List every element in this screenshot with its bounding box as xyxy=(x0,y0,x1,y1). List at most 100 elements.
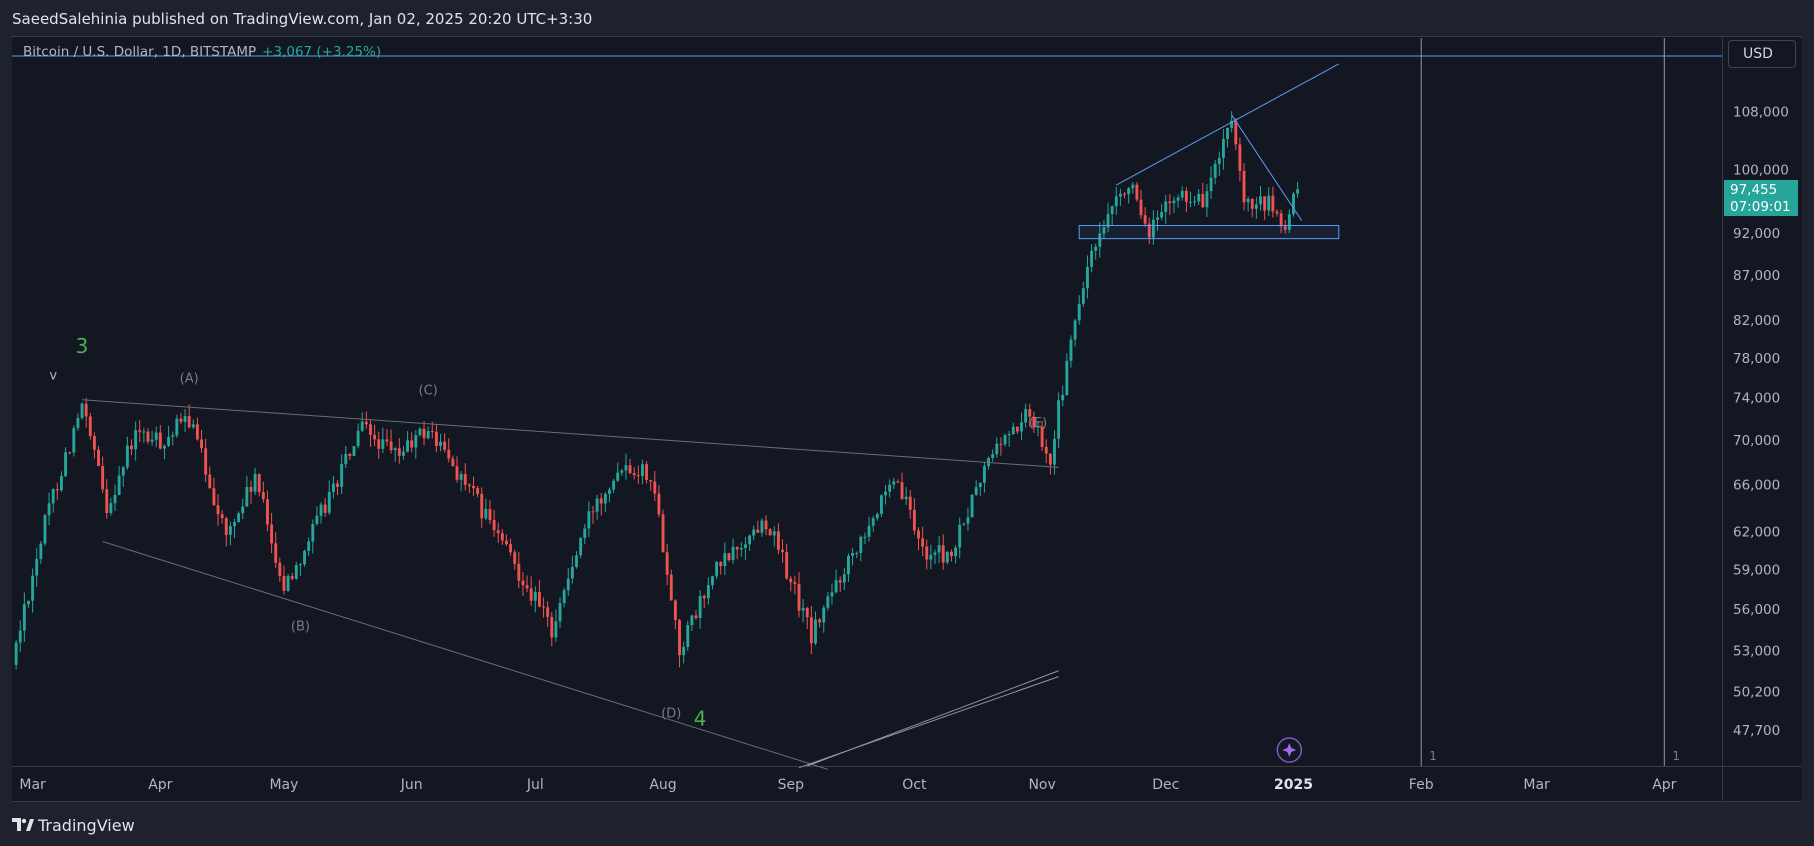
candle-body xyxy=(917,530,920,539)
candle-body xyxy=(278,562,282,577)
candle-body xyxy=(39,543,43,559)
candle-body xyxy=(171,435,175,437)
candle-body xyxy=(1156,217,1159,220)
candle-body xyxy=(595,498,599,512)
candle-body xyxy=(1296,189,1300,194)
candle-body xyxy=(1053,438,1056,465)
x-tick-label: Mar xyxy=(1523,777,1550,793)
candle-body xyxy=(1172,200,1176,204)
candle-body xyxy=(521,580,525,586)
candle-body xyxy=(550,616,554,638)
candle-body xyxy=(558,603,562,622)
candle-body xyxy=(912,509,916,531)
candle-body xyxy=(154,432,158,440)
candle-body xyxy=(851,553,855,556)
candle-body xyxy=(476,488,480,494)
candle-body xyxy=(1292,193,1295,215)
candle-body xyxy=(529,588,533,601)
candle-body xyxy=(579,538,583,556)
candle-body xyxy=(896,481,900,483)
y-tick-label: 92,000 xyxy=(1733,226,1780,242)
x-tick-label: Dec xyxy=(1152,777,1179,793)
time-scale xyxy=(12,766,1802,801)
candle-body xyxy=(892,481,896,485)
falling-trend-line xyxy=(1231,114,1303,221)
candle-body xyxy=(628,465,632,474)
candle-body xyxy=(888,484,892,492)
candle-body xyxy=(879,495,883,514)
candle-body xyxy=(863,536,867,538)
currency-button[interactable]: USD xyxy=(1728,40,1796,68)
wave-sublabel: (B) xyxy=(291,620,310,635)
candle-body xyxy=(748,535,752,545)
candle-body xyxy=(744,544,747,548)
candle-body xyxy=(645,464,648,480)
upper-triangle-line xyxy=(82,399,1059,468)
footer-brand[interactable]: TradingView xyxy=(12,812,135,838)
candle-body xyxy=(1028,409,1032,417)
candle-body xyxy=(331,483,335,492)
candle-body xyxy=(706,585,710,599)
symbol-legend: Bitcoin / U.S. Dollar, 1D, BITSTAMP +3,06… xyxy=(23,44,381,60)
candle-body xyxy=(830,592,834,597)
candle-body xyxy=(43,515,47,544)
candle-body xyxy=(97,449,100,467)
candle-body xyxy=(1143,215,1147,224)
candle-body xyxy=(657,493,661,515)
candle-body xyxy=(195,424,199,440)
tradingview-logo-icon xyxy=(12,818,34,831)
candle-body xyxy=(1164,201,1168,212)
candle-body xyxy=(364,421,368,425)
candle-body xyxy=(945,551,949,563)
candle-body xyxy=(369,424,372,435)
candle-body xyxy=(327,491,331,513)
candle-body xyxy=(1160,211,1164,218)
candle-body xyxy=(1238,144,1242,171)
candle-body xyxy=(480,493,484,519)
candle-body xyxy=(904,496,908,500)
candle-body xyxy=(1110,206,1114,215)
candle-body xyxy=(686,625,690,647)
candle-body xyxy=(496,530,500,534)
candle-body xyxy=(715,562,719,577)
candle-body xyxy=(562,590,566,604)
candle-body xyxy=(55,489,59,491)
vertical-line-marker: 1 xyxy=(1672,749,1680,763)
candle-body xyxy=(1032,416,1036,428)
candle-body xyxy=(537,591,541,607)
candle-body xyxy=(492,519,496,531)
wave-label: 4 xyxy=(694,706,707,730)
candle-body xyxy=(805,607,809,618)
candle-body xyxy=(921,538,925,547)
x-tick-label: Mar xyxy=(19,777,46,793)
plot-area xyxy=(12,38,1722,766)
x-tick-label: Apr xyxy=(148,777,172,793)
candle-body xyxy=(1003,435,1007,445)
candle-body xyxy=(88,416,92,437)
candle-body xyxy=(546,607,550,617)
candle-body xyxy=(249,487,253,492)
price-change: +3,067 (+3.25%) xyxy=(262,44,382,60)
candle-body xyxy=(1147,223,1151,238)
candle-body xyxy=(393,448,397,451)
candle-body xyxy=(847,555,850,575)
x-tick-label: Feb xyxy=(1409,777,1434,793)
candle-body xyxy=(871,518,875,526)
candle-body xyxy=(418,428,422,436)
candle-body xyxy=(1151,219,1155,238)
candle-body xyxy=(138,430,142,432)
candle-body xyxy=(406,440,410,452)
candle-body xyxy=(1131,184,1135,189)
last-price: 97,455 xyxy=(1730,182,1778,198)
candle-body xyxy=(793,582,797,584)
candle-body xyxy=(937,545,941,553)
candle-body xyxy=(1065,360,1069,395)
candle-body xyxy=(982,466,986,483)
candle-body xyxy=(1069,339,1073,361)
candle-body xyxy=(678,620,681,656)
candle-body xyxy=(1135,184,1139,200)
candle-body xyxy=(1094,246,1098,251)
last-price-tag: 97,455 07:09:01 xyxy=(1724,180,1798,216)
candle-body xyxy=(958,524,962,548)
